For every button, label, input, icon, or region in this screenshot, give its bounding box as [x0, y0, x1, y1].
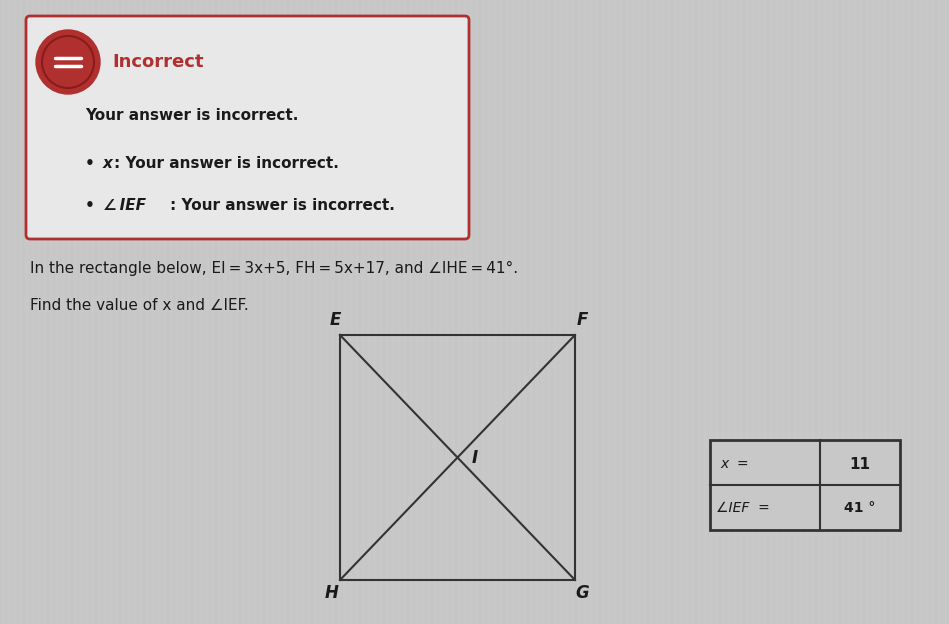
Text: ∠ IEF: ∠ IEF: [103, 198, 146, 213]
Text: ∠IEF  =: ∠IEF =: [716, 500, 770, 515]
Circle shape: [36, 30, 100, 94]
Text: H: H: [326, 584, 339, 602]
Text: Incorrect: Incorrect: [112, 53, 203, 71]
Text: x  =: x =: [720, 457, 749, 471]
FancyBboxPatch shape: [26, 16, 469, 239]
Text: •: •: [85, 198, 101, 213]
Text: I: I: [472, 449, 478, 467]
Text: G: G: [575, 584, 588, 602]
Text: In the rectangle below, EI = 3x+5, FH = 5x+17, and ∠IHE = 41°.: In the rectangle below, EI = 3x+5, FH = …: [30, 260, 518, 276]
FancyBboxPatch shape: [710, 440, 900, 530]
Text: •: •: [85, 155, 101, 170]
Text: : Your answer is incorrect.: : Your answer is incorrect.: [170, 198, 395, 213]
Text: F: F: [576, 311, 587, 329]
Text: Your answer is incorrect.: Your answer is incorrect.: [85, 107, 298, 122]
Text: 11: 11: [849, 457, 870, 472]
Text: x: x: [103, 155, 113, 170]
Text: E: E: [329, 311, 341, 329]
Text: 41 °: 41 °: [845, 500, 876, 515]
Text: : Your answer is incorrect.: : Your answer is incorrect.: [114, 155, 339, 170]
Text: Find the value of x and ∠IEF.: Find the value of x and ∠IEF.: [30, 298, 249, 313]
